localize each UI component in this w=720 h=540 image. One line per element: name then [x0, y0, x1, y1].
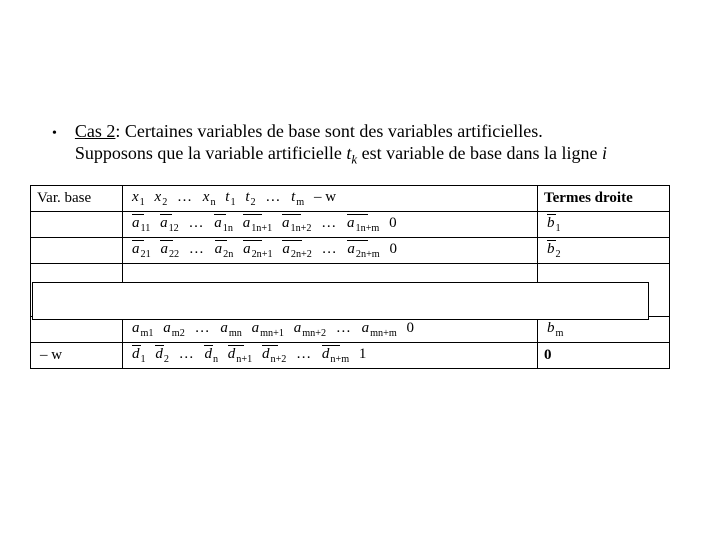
- header-columns: x1 x2 … xn t1 t2 … tm – w: [123, 185, 538, 211]
- paragraph-text: Cas 2: Certaines variables de base sont …: [75, 120, 607, 171]
- row-rhs: b2: [538, 237, 670, 263]
- row-coeffs: a11 a12 … a1n a1n+1 a1n+2 … a1n+m 0: [123, 211, 538, 237]
- header-varbase: Var. base: [31, 185, 123, 211]
- table-header-row: Var. base x1 x2 … xn t1 t2 … tm – w Term…: [31, 185, 670, 211]
- footer-left: – w: [31, 343, 123, 369]
- bullet-paragraph: • Cas 2: Certaines variables de base son…: [52, 120, 672, 171]
- bullet-dot: •: [52, 120, 57, 145]
- footer-coeffs: d1 d2 … dn dn+1 dn+2 … dn+m 1: [123, 343, 538, 369]
- row-coeffs: am1 am2 … amn amn+1 amn+2 … amn+m 0: [123, 317, 538, 343]
- header-rhs: Termes droite: [538, 185, 670, 211]
- table-row: a11 a12 … a1n a1n+1 a1n+2 … a1n+m 0 b1: [31, 211, 670, 237]
- table-row: am1 am2 … amn amn+1 amn+2 … amn+m 0 bm: [31, 317, 670, 343]
- table-row: a21 a22 … a2n a2n+1 a2n+2 … a2n+m 0 b2: [31, 237, 670, 263]
- row-coeffs: a21 a22 … a2n a2n+1 a2n+2 … a2n+m 0: [123, 237, 538, 263]
- row-rhs: bm: [538, 317, 670, 343]
- footer-rhs: 0: [538, 343, 670, 369]
- table-footer-row: – w d1 d2 … dn dn+1 dn+2 … dn+m 1 0: [31, 343, 670, 369]
- overlay-box: [32, 282, 649, 320]
- row-rhs: b1: [538, 211, 670, 237]
- case-label: Cas 2: [75, 121, 116, 141]
- simplex-table: Var. base x1 x2 … xn t1 t2 … tm – w Term…: [30, 185, 670, 370]
